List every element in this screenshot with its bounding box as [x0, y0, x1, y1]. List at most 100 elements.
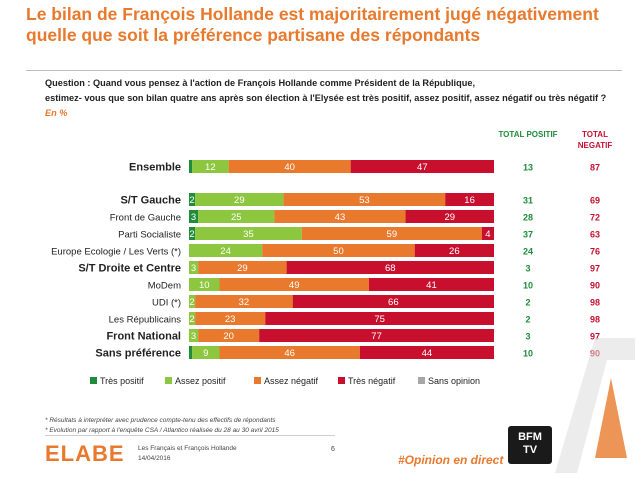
question-line-1: Question : Quand vous pensez à l'action …	[45, 78, 476, 88]
data-label-tres-negatif-ensemble: 47	[417, 162, 428, 173]
data-label-tres-negatif-les-republicains: 75	[374, 314, 385, 325]
bar-assez-positif-modem	[189, 278, 220, 291]
question-line-2: estimez- vous que son bilan quatre ans a…	[45, 93, 607, 103]
total-negatif-modem: 90	[590, 281, 600, 291]
data-label-tres-positif-parti-socialiste: 2	[189, 229, 194, 240]
bfm-tv-logo: BFM TV	[508, 426, 552, 464]
total-positif-udi: 2	[525, 298, 530, 308]
category-label-s-t-droite-et-centre: S/T Droite et Centre	[78, 263, 181, 275]
data-label-assez-positif-parti-socialiste: 35	[243, 229, 254, 240]
elabe-logo: ELABE	[45, 443, 125, 465]
bar-tres-positif-parti-socialiste	[189, 227, 196, 240]
bar-tres-negatif-front-de-gauche	[405, 210, 494, 223]
bar-assez-positif-udi	[189, 295, 196, 308]
bar-tres-positif-front-de-gauche	[189, 210, 199, 223]
bar-tres-negatif-udi	[292, 295, 494, 308]
data-label-assez-positif-s-t-droite-et-centre: 3	[191, 263, 196, 274]
footnote-divider	[45, 435, 335, 436]
category-label-ensemble: Ensemble	[129, 162, 181, 174]
footnote-2: * Evolution par rapport à l'enquête CSA …	[45, 427, 279, 434]
data-label-tres-negatif-parti-socialiste: 4	[485, 229, 490, 240]
bar-tres-negatif-modem	[368, 278, 494, 291]
data-label-assez-negatif-sans-preference: 46	[284, 348, 295, 359]
data-label-assez-positif-les-republicains: 2	[189, 314, 194, 325]
bar-assez-negatif-s-t-droite-et-centre	[198, 261, 287, 274]
title-divider	[26, 70, 622, 71]
total-positif-parti-socialiste: 37	[523, 230, 533, 240]
legend-swatch-tres-negatif	[338, 377, 345, 384]
data-label-tres-negatif-sans-preference: 44	[422, 348, 433, 359]
bar-assez-positif-les-republicains	[189, 312, 196, 325]
data-label-tres-negatif-s-t-droite-et-centre: 68	[385, 263, 396, 274]
legend-label-sans-opinion: Sans opinion	[428, 376, 480, 386]
bar-assez-positif-s-t-gauche	[195, 193, 284, 206]
total-positif-header: TOTAL POSITIF	[498, 130, 558, 139]
elabe-logo-text: ELABE	[45, 443, 125, 465]
bar-assez-negatif-ensemble	[228, 160, 351, 173]
bfm-logo-line-2: TV	[522, 444, 538, 456]
bar-assez-positif-parti-socialiste	[195, 227, 302, 240]
bar-assez-positif-ensemble	[192, 160, 229, 173]
bar-tres-negatif-ensemble	[350, 160, 494, 173]
bar-assez-positif-front-national	[189, 329, 199, 342]
legend-label-assez-negatif: Assez négatif	[264, 376, 319, 386]
bar-tres-negatif-les-republicains	[265, 312, 494, 325]
bar-tres-negatif-europe-ecologie-les-verts	[414, 244, 494, 257]
footnote-1: * Résultats à interpréter avec prudence …	[45, 417, 276, 424]
total-negatif-front-de-gauche: 72	[590, 213, 600, 223]
total-positif-europe-ecologie-les-verts: 24	[523, 247, 533, 257]
data-label-assez-positif-s-t-gauche: 29	[234, 195, 245, 206]
category-label-front-national: Front National	[106, 331, 181, 343]
bar-tres-positif-s-t-gauche	[189, 193, 196, 206]
legend-swatch-sans-opinion	[418, 377, 425, 384]
category-label-parti-socialiste: Parti Socialiste	[118, 230, 181, 241]
legend-swatch-tres-positif	[90, 377, 97, 384]
data-label-assez-negatif-s-t-droite-et-centre: 29	[237, 263, 248, 274]
legend-swatch-assez-negatif	[254, 377, 261, 384]
data-label-assez-positif-modem: 10	[199, 280, 210, 291]
bar-assez-positif-sans-preference	[192, 346, 220, 359]
total-positif-front-de-gauche: 28	[523, 213, 533, 223]
data-label-tres-negatif-udi: 66	[388, 297, 399, 308]
bar-assez-negatif-les-republicains	[195, 312, 266, 325]
total-positif-modem: 10	[523, 281, 533, 291]
total-negatif-les-republicains: 98	[590, 315, 600, 325]
total-negatif-s-t-gauche: 69	[590, 196, 600, 206]
data-label-assez-positif-sans-preference: 9	[203, 348, 208, 359]
bar-tres-positif-sans-preference	[189, 346, 193, 359]
category-label-udi: UDI (*)	[152, 298, 181, 309]
survey-question: Question : Quand vous pensez à l'action …	[45, 76, 625, 106]
bar-assez-negatif-front-national	[198, 329, 260, 342]
data-label-assez-positif-europe-ecologie-les-verts: 24	[220, 246, 231, 257]
total-negatif-udi: 98	[590, 298, 600, 308]
data-label-assez-negatif-s-t-gauche: 53	[359, 195, 370, 206]
bar-assez-negatif-sans-preference	[219, 346, 360, 359]
stacked-bar-chart: Ensemble 12 40 47 13 87S/T Gauche 2 29 53 16 31 69F…	[51, 160, 600, 386]
bar-assez-negatif-s-t-gauche	[283, 193, 446, 206]
bar-assez-negatif-modem	[219, 278, 369, 291]
category-label-s-t-gauche: S/T Gauche	[120, 195, 181, 207]
bar-assez-negatif-front-de-gauche	[274, 210, 406, 223]
data-label-assez-negatif-europe-ecologie-les-verts: 50	[333, 246, 344, 257]
category-label-front-de-gauche: Front de Gauche	[110, 213, 181, 224]
bar-assez-negatif-europe-ecologie-les-verts	[262, 244, 415, 257]
total-positif-front-national: 3	[525, 332, 530, 342]
total-positif-ensemble: 13	[523, 163, 533, 173]
footer-date: 14/04/2016	[138, 455, 171, 462]
data-label-tres-positif-s-t-gauche: 2	[189, 195, 194, 206]
unit-label: En %	[45, 108, 68, 118]
total-positif-s-t-droite-et-centre: 3	[525, 264, 530, 274]
data-label-assez-negatif-udi: 32	[239, 297, 250, 308]
legend-label-tres-negatif: Très négatif	[348, 376, 396, 386]
bar-tres-negatif-s-t-gauche	[445, 193, 494, 206]
page-number: 6	[331, 446, 335, 453]
bar-assez-positif-front-de-gauche	[198, 210, 275, 223]
legend-label-tres-positif: Très positif	[100, 376, 144, 386]
category-label-europe-ecologie-les-verts: Europe Ecologie / Les Verts (*)	[51, 247, 181, 258]
total-negatif-s-t-droite-et-centre: 97	[590, 264, 600, 274]
page-title: Le bilan de François Hollande est majori…	[26, 4, 599, 45]
data-label-assez-negatif-les-republicains: 23	[225, 314, 236, 325]
data-label-assez-negatif-front-de-gauche: 43	[335, 212, 346, 223]
total-negatif-europe-ecologie-les-verts: 76	[590, 247, 600, 257]
category-label-sans-preference: Sans préférence	[95, 348, 181, 360]
